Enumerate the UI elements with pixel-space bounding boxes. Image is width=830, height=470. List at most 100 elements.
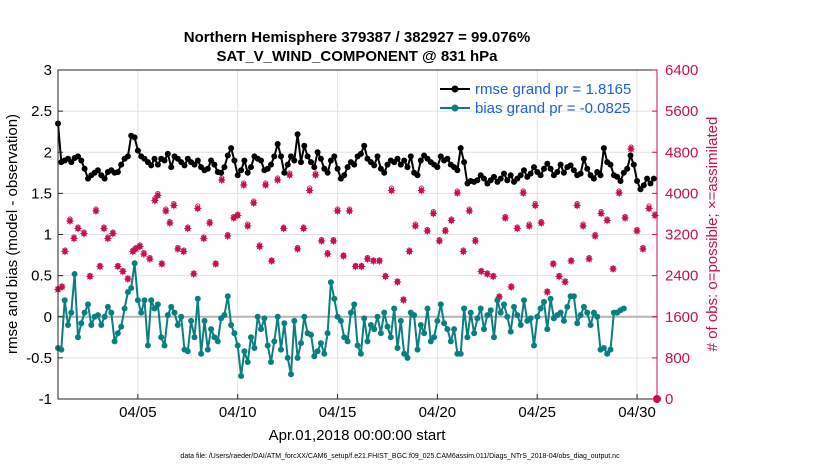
rmse-data-point (541, 165, 547, 172)
bias-data-point (347, 309, 354, 316)
rmse-data-point (164, 150, 171, 157)
obs-assimilated-marker: ✸ (199, 233, 208, 246)
obs-possible-marker: o (610, 263, 616, 274)
bias-data-point (484, 312, 491, 319)
obs-possible-marker: o (101, 222, 107, 233)
bias-data-point (104, 303, 111, 310)
obs-assimilated-marker: ✸ (91, 205, 100, 218)
bias-data-point (414, 346, 421, 353)
bias-data-point (321, 350, 328, 357)
bias-data-point (58, 346, 65, 353)
obs-assimilated-marker: ✸ (351, 260, 360, 273)
obs-possible-marker: o (325, 247, 331, 258)
y-right-tick-label: 2400 (665, 268, 698, 285)
obs-assimilated-marker: ✸ (239, 179, 248, 192)
rmse-data-point (637, 186, 644, 193)
obs-possible-marker: o (550, 258, 556, 269)
bias-data-point (381, 309, 388, 316)
rmse-data-point (474, 177, 481, 184)
obs-assimilated-marker: ✸ (650, 209, 659, 222)
bias-data-point (234, 342, 241, 349)
obs-possible-marker: o (275, 173, 281, 184)
obs-assimilated-marker: ✸ (405, 245, 414, 258)
bias-data-point (85, 301, 91, 308)
bias-data-point (557, 309, 564, 316)
obs-assimilated-marker: ✸ (285, 169, 294, 182)
y-right-tick-label: 4000 (665, 185, 698, 202)
rmse-data-point (617, 178, 624, 184)
obs-assimilated-marker: ✸ (381, 271, 390, 284)
bias-data-point (371, 326, 378, 333)
obs-possible-marker: o (87, 271, 93, 282)
bias-data-point (504, 313, 511, 320)
bias-data-point (464, 334, 471, 341)
rmse-data-point (351, 161, 358, 168)
bias-data-point (258, 326, 264, 333)
rmse-data-point (640, 182, 647, 189)
legend-bias-marker (451, 104, 459, 112)
obs-assimilated-marker: ✸ (483, 268, 492, 281)
bias-data-point (311, 353, 318, 360)
obs-possible-marker: o (307, 183, 313, 194)
obs-possible-marker: o (437, 235, 443, 246)
bias-data-point (337, 317, 344, 324)
rmse-data-point (481, 175, 487, 182)
obs-possible-marker: o (185, 222, 191, 233)
bias-data-point (327, 279, 334, 286)
obs-assimilated-marker: ✸ (614, 187, 623, 200)
bias-data-point (254, 313, 261, 320)
x-axis-label: Apr.01,2018 00:00:00 start (269, 427, 447, 444)
obs-possible-marker: o (496, 291, 502, 302)
obs-assimilated-marker: ✸ (459, 245, 468, 258)
bias-data-point (457, 350, 464, 357)
obs-possible-marker: o (479, 265, 485, 276)
bias-data-point (354, 342, 361, 349)
obs-possible-marker: o (431, 206, 437, 217)
bias-data-point (308, 331, 314, 338)
obs-possible-marker: o (75, 222, 81, 233)
obs-possible-marker: o (365, 253, 371, 264)
rmse-data-point (557, 161, 564, 168)
obs-possible-marker: o (120, 265, 126, 276)
rmse-data-point (75, 153, 81, 160)
rmse-data-point (244, 169, 251, 176)
bias-data-point (501, 301, 507, 308)
obs-possible-marker: o (175, 242, 181, 253)
rmse-data-point (584, 165, 591, 172)
rmse-data-point (211, 161, 218, 168)
bias-data-point (527, 315, 534, 322)
obs-possible-marker: o (640, 242, 646, 253)
rmse-data-point (341, 172, 348, 179)
rmse-data-point (148, 162, 155, 169)
obs-assimilated-marker: ✸ (131, 243, 140, 256)
obs-possible-marker: o (130, 245, 136, 256)
bias-data-point (514, 312, 521, 319)
bias-data-point (404, 354, 411, 361)
rmse-data-point (274, 141, 281, 147)
obs-possible-marker: o (171, 199, 177, 210)
obs-possible-marker: o (225, 230, 231, 241)
bias-data-point (620, 305, 627, 312)
obs-possible-marker: o (556, 271, 562, 282)
bias-data-point (108, 309, 115, 316)
obs-possible-marker: o (455, 186, 461, 197)
obs-assimilated-marker: ✸ (626, 143, 635, 156)
obs-possible-marker: o (622, 212, 628, 223)
obs-possible-marker: o (195, 201, 201, 212)
bias-data-point (377, 330, 384, 337)
obs-assimilated-marker: ✸ (173, 243, 182, 256)
bias-data-point (201, 317, 208, 324)
obs-assimilated-marker: ✸ (305, 184, 314, 197)
obs-assimilated-marker: ✸ (399, 294, 408, 307)
obs-assimilated-marker: ✸ (608, 263, 617, 276)
bias-data-point (231, 330, 238, 337)
bias-data-point (317, 340, 324, 347)
obs-possible-marker: o (141, 247, 147, 258)
rmse-data-point (577, 170, 584, 177)
y-right-tick-label: 800 (665, 350, 690, 367)
obs-assimilated-marker: ✸ (369, 255, 378, 268)
obs-possible-marker: o (347, 204, 353, 215)
obs-possible-marker: o (473, 235, 479, 246)
rmse-data-point (374, 153, 381, 160)
bias-data-point (607, 346, 614, 353)
